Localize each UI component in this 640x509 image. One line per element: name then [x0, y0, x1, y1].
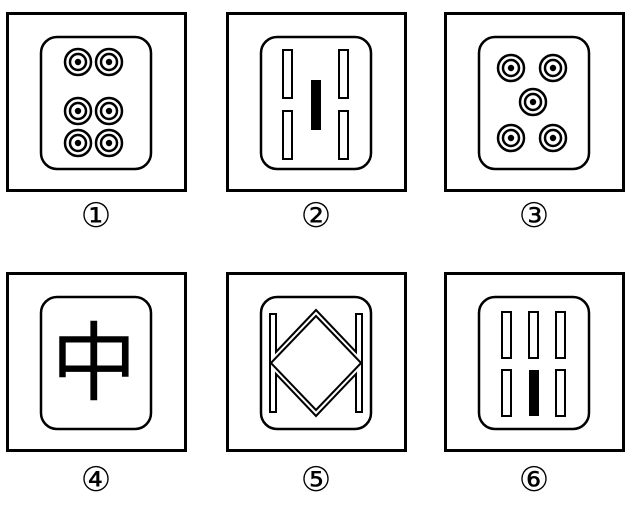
- solid-bar: [529, 370, 539, 416]
- figure-1: [6, 12, 187, 192]
- figure-4-drawing: 中: [6, 272, 187, 452]
- figure-6-label: ⑥: [518, 460, 550, 500]
- figure-6: [444, 272, 625, 452]
- figure-2: [226, 12, 407, 192]
- circle-pip: [538, 123, 568, 153]
- figure-3-label: ③: [518, 196, 550, 236]
- circle-pip: [94, 96, 124, 126]
- figure-3: [444, 12, 625, 192]
- outline-bar: [555, 311, 566, 359]
- lower-zigzag: [269, 359, 363, 418]
- figure-4-label: ④: [80, 460, 112, 500]
- figure-1-drawing: [6, 12, 187, 192]
- circle-pip: [496, 123, 526, 153]
- figure-3-drawing: [444, 12, 625, 192]
- figure-2-drawing: [226, 12, 407, 192]
- circle-pip: [94, 47, 124, 77]
- circle-pip: [518, 87, 548, 117]
- circle-pip: [63, 47, 93, 77]
- outline-bar: [338, 110, 349, 160]
- outline-bar: [555, 369, 566, 417]
- figure-5-drawing: [226, 272, 407, 452]
- circle-pip: [538, 53, 568, 83]
- outline-bar: [282, 49, 293, 99]
- upper-zigzag: [269, 308, 363, 367]
- circle-pip: [63, 128, 93, 158]
- circle-pip: [496, 53, 526, 83]
- outline-bar: [338, 49, 349, 99]
- solid-bar: [311, 80, 321, 130]
- outline-bar: [501, 369, 512, 417]
- outline-bar: [282, 110, 293, 160]
- figure-2-label: ②: [300, 196, 332, 236]
- circle-pip: [63, 96, 93, 126]
- figure-5-label: ⑤: [300, 460, 332, 500]
- figure-6-drawing: [444, 272, 625, 452]
- inner-rounded-frame: [39, 295, 153, 431]
- outline-bar: [501, 311, 512, 359]
- figure-5: [226, 272, 407, 452]
- inner-rounded-frame: [259, 295, 373, 431]
- figure-1-label: ①: [80, 196, 112, 236]
- figure-4: 中: [6, 272, 187, 452]
- outline-bar: [528, 311, 539, 359]
- zhong-character: 中: [51, 314, 137, 414]
- circle-pip: [94, 128, 124, 158]
